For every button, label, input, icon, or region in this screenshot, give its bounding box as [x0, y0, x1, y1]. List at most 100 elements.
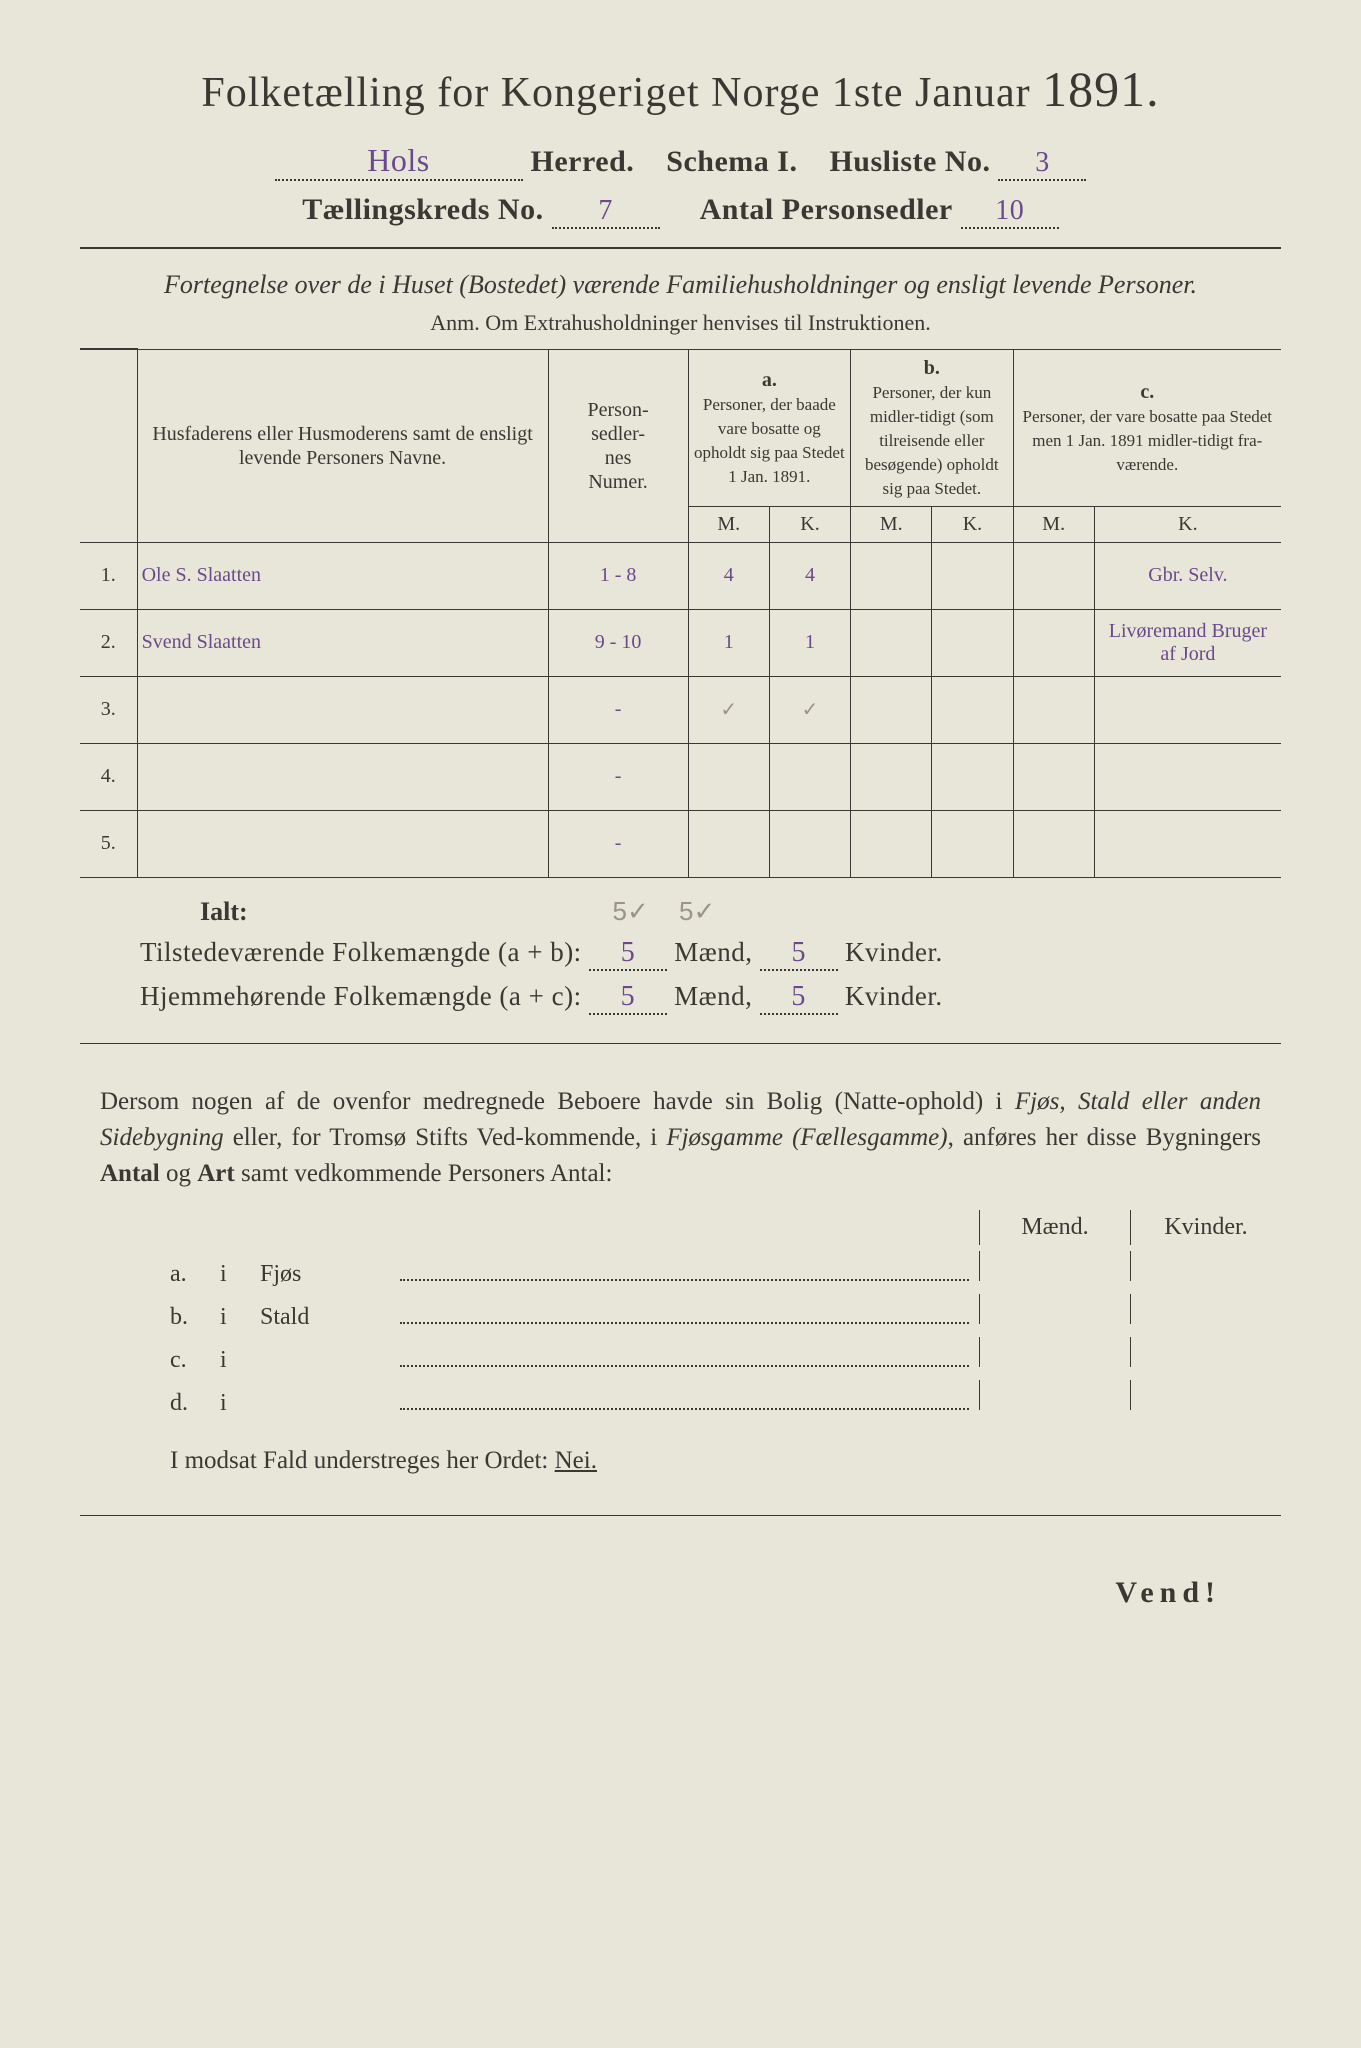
list-i: i — [220, 1261, 260, 1288]
list-m — [979, 1251, 1130, 1281]
b-k — [932, 609, 1013, 676]
list-i: i — [220, 1304, 260, 1331]
vend-label: Vend! — [80, 1576, 1221, 1610]
sum1-m: 5 — [589, 937, 667, 971]
kreds-label: Tællingskreds No. — [302, 193, 543, 226]
divider — [80, 1043, 1281, 1044]
census-form: Folketælling for Kongeriget Norge 1ste J… — [80, 60, 1281, 1988]
a-k — [769, 810, 850, 877]
col-name: Husfaderens eller Husmoderens samt de en… — [137, 349, 548, 542]
col-numer: Person- sedler- nes Numer. — [548, 349, 688, 542]
title-year: 1891. — [1042, 61, 1160, 117]
col-b-k: K. — [932, 506, 1013, 542]
c-m — [1013, 542, 1094, 609]
c-m — [1013, 676, 1094, 743]
divider — [80, 247, 1281, 249]
b-m — [851, 810, 932, 877]
table-row: 5.- — [80, 810, 1281, 877]
b-m — [851, 743, 932, 810]
anm-note: Anm. Om Extrahusholdninger henvises til … — [80, 310, 1281, 336]
a-k: 1 — [769, 609, 850, 676]
row-number: 2. — [80, 609, 137, 676]
name-cell — [137, 810, 548, 877]
list-item: d.i — [170, 1380, 1281, 1417]
ialt-pencil-k: 5✓ — [667, 896, 727, 927]
list-tag: b. — [170, 1304, 220, 1331]
c-m — [1013, 743, 1094, 810]
ialt-row: Ialt: 5✓ 5✓ — [200, 896, 1281, 927]
header-line-1: Hols Herred. Schema I. Husliste No. 3 — [80, 142, 1281, 181]
name-cell: Svend Slaatten — [137, 609, 548, 676]
sum1-k: 5 — [760, 937, 838, 971]
note-cell — [1094, 676, 1281, 743]
list-k — [1130, 1294, 1281, 1324]
title-text: Folketælling for Kongeriget Norge 1ste J… — [201, 70, 1030, 116]
sum-line-2: Hjemmehørende Folkemængde (a + c): 5 Mæn… — [140, 981, 1281, 1015]
dotted-line — [400, 1278, 969, 1281]
a-m — [688, 810, 769, 877]
table-row: 4.- — [80, 743, 1281, 810]
note-cell — [1094, 743, 1281, 810]
table-row: 2.Svend Slaatten9 - 1011Livøremand Bruge… — [80, 609, 1281, 676]
table-row: 1.Ole S. Slaatten1 - 844Gbr. Selv. — [80, 542, 1281, 609]
list-m — [979, 1380, 1130, 1410]
personsedler-value: 10 — [961, 195, 1059, 229]
header-line-2: Tællingskreds No. 7 Antal Personsedler 1… — [80, 193, 1281, 229]
subtitle: Fortegnelse over de i Huset (Bostedet) v… — [80, 267, 1281, 302]
maend-col: Mænd. — [979, 1210, 1130, 1245]
col-b: b. Personer, der kun midler-tidigt (som … — [851, 349, 1013, 506]
list-i: i — [220, 1390, 260, 1417]
b-m — [851, 676, 932, 743]
b-k — [932, 542, 1013, 609]
mk-header: Mænd. Kvinder. — [80, 1210, 1281, 1245]
dotted-line — [400, 1364, 969, 1367]
name-cell: Ole S. Slaatten — [137, 542, 548, 609]
col-a-m: M. — [688, 506, 769, 542]
a-k: 4 — [769, 542, 850, 609]
a-m: 4 — [688, 542, 769, 609]
divider — [80, 1515, 1281, 1516]
paragraph: Dersom nogen af de ovenfor medregnede Be… — [100, 1084, 1261, 1193]
a-m: ✓ — [688, 676, 769, 743]
col-c-k: K. — [1094, 506, 1281, 542]
schema-label: Schema I. — [666, 145, 797, 178]
row-number: 4. — [80, 743, 137, 810]
col-c-m: M. — [1013, 506, 1094, 542]
herred-value: Hols — [275, 142, 523, 181]
list-tag: a. — [170, 1261, 220, 1288]
c-m — [1013, 609, 1094, 676]
dotted-line — [400, 1321, 969, 1324]
list-k — [1130, 1380, 1281, 1410]
numer-cell: - — [548, 676, 688, 743]
herred-label: Herred. — [531, 145, 635, 178]
a-m: 1 — [688, 609, 769, 676]
a-m — [688, 743, 769, 810]
b-k — [932, 743, 1013, 810]
list-item: a.iFjøs — [170, 1251, 1281, 1288]
a-k — [769, 743, 850, 810]
c-m — [1013, 810, 1094, 877]
kreds-value: 7 — [552, 195, 660, 229]
col-b-m: M. — [851, 506, 932, 542]
list-m — [979, 1337, 1130, 1367]
note-cell: Livøremand Bruger af Jord — [1094, 609, 1281, 676]
list-k — [1130, 1251, 1281, 1281]
b-m — [851, 542, 932, 609]
kvinder-col: Kvinder. — [1130, 1210, 1281, 1245]
col-c: c. Personer, der vare bosatte paa Stedet… — [1013, 349, 1281, 506]
list-item: b.iStald — [170, 1294, 1281, 1331]
row-number: 1. — [80, 542, 137, 609]
name-cell — [137, 676, 548, 743]
building-list: a.iFjøsb.iStaldc.id.i — [170, 1251, 1281, 1417]
sum-line-1: Tilstedeværende Folkemængde (a + b): 5 M… — [140, 937, 1281, 971]
list-k — [1130, 1337, 1281, 1367]
name-cell — [137, 743, 548, 810]
b-m — [851, 609, 932, 676]
note-cell: Gbr. Selv. — [1094, 542, 1281, 609]
ialt-pencil-m: 5✓ — [601, 896, 661, 927]
col-a: a. Personer, der baade vare bosatte og o… — [688, 349, 850, 506]
table-row: 3.-✓✓ — [80, 676, 1281, 743]
list-label: Fjøs — [260, 1261, 400, 1288]
personsedler-label: Antal Personsedler — [700, 193, 953, 226]
census-table: Husfaderens eller Husmoderens samt de en… — [80, 348, 1281, 878]
